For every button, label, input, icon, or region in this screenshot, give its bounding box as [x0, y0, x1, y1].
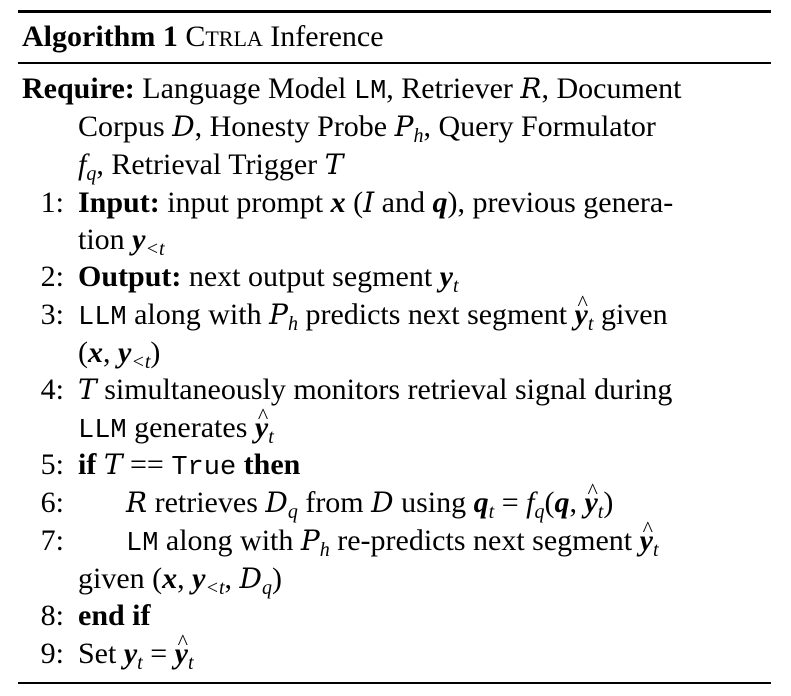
bottom-rule — [18, 682, 771, 684]
line-number: 2: — [40, 260, 64, 293]
line-number: 9: — [40, 637, 64, 670]
step-4-continuation: LLM generates yt — [78, 398, 274, 449]
line-number: 3: — [40, 298, 64, 331]
step-8: end if — [78, 599, 151, 632]
line-number: 5: — [40, 448, 64, 481]
require-line-3: fq, Retrieval Trigger T — [78, 148, 344, 185]
step-3: LLM along with Ph predicts next segment … — [78, 285, 668, 336]
step-1: Input: input prompt x (I and q), previou… — [78, 186, 674, 219]
require-line-2: Corpus D, Honesty Probe Ph, Query Formul… — [78, 110, 656, 147]
step-7: LM along with Ph re-predicts next segmen… — [126, 511, 659, 562]
step-2: Output: next output segment yt — [78, 260, 459, 297]
require-keyword: Require: — [22, 72, 135, 105]
step-3-continuation: (x, y<t) — [78, 336, 161, 373]
algorithm-label: Algorithm 1 — [22, 20, 178, 53]
require-line-1: Require: Language Model LM, Retriever R,… — [22, 72, 682, 107]
top-rule — [18, 10, 771, 13]
line-number: 1: — [40, 186, 64, 219]
line-number: 4: — [40, 373, 64, 406]
step-6: R retrieves Dq from D using qt = fq(q, y… — [126, 473, 613, 522]
step-4: T simultaneously monitors retrieval sign… — [78, 373, 673, 406]
step-9: Set yt = yt — [78, 624, 194, 673]
mid-rule — [18, 62, 771, 64]
line-number: 7: — [40, 524, 64, 557]
step-5: if T == True then — [78, 448, 301, 483]
step-1-continuation: tion y<t — [78, 223, 165, 260]
line-number: 8: — [40, 599, 64, 632]
algorithm-name: CTRLA Inference — [185, 20, 384, 53]
step-7-continuation: given (x, y<t, Dq) — [78, 562, 282, 599]
algorithm-title: Algorithm 1 CTRLA Inference — [22, 18, 384, 58]
line-number: 6: — [40, 486, 64, 519]
